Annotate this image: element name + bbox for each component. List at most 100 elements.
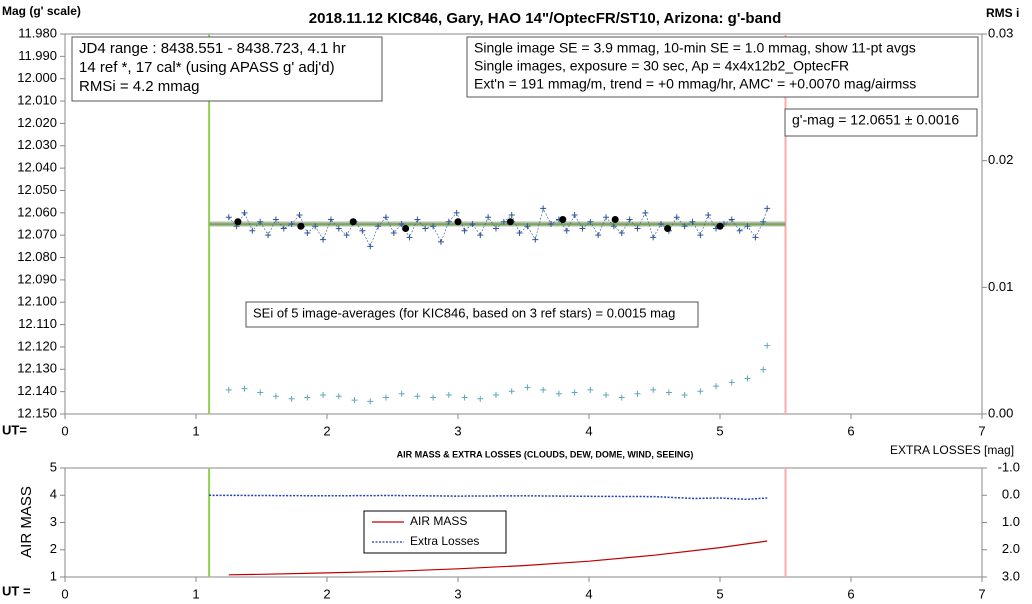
y-tick-label: 12.130	[17, 361, 57, 376]
point	[422, 225, 429, 232]
y-tick-label: 12.060	[17, 204, 57, 219]
point	[728, 379, 735, 386]
point	[485, 214, 492, 221]
series-line	[228, 540, 768, 576]
annotation-text: 14 ref *, 17 cal* (using APASS g' adj'd)	[79, 59, 335, 76]
point	[658, 221, 665, 227]
x-tick-label: 5	[716, 423, 723, 438]
x-axis-label: UT =	[2, 583, 31, 598]
point	[579, 225, 586, 232]
point	[296, 212, 303, 219]
point	[540, 205, 547, 212]
y2-axis-label: RMS i	[986, 6, 1019, 20]
series-line	[228, 207, 768, 248]
point	[320, 236, 327, 243]
point	[297, 222, 305, 230]
y-tick-label: 12.110	[18, 316, 57, 331]
x-tick-label: 5	[716, 586, 723, 601]
point	[611, 216, 619, 224]
y-tick-label: 4	[50, 487, 57, 502]
point	[477, 232, 484, 239]
point	[506, 218, 514, 226]
x-tick-label: 1	[192, 586, 199, 601]
point	[634, 225, 641, 232]
annotation-box	[784, 108, 978, 137]
x-tick-label: 1	[192, 423, 199, 438]
point	[760, 218, 767, 225]
point	[524, 223, 531, 230]
chart-title: AIR MASS & EXTRA LOSSES (CLOUDS, DEW, DO…	[397, 449, 694, 459]
point	[335, 225, 342, 232]
y2-tick-label: 0.03	[988, 25, 1013, 40]
y2-tick-label: 0.00	[988, 405, 1013, 420]
plot-frame	[64, 33, 983, 415]
point	[288, 221, 295, 227]
annotation-text: SEi of 5 image-averages (for KIC846, bas…	[253, 305, 675, 320]
point	[225, 386, 232, 393]
point	[563, 227, 570, 234]
point	[618, 394, 625, 401]
y-tick-label: 12.000	[17, 70, 57, 85]
x-tick-label: 2	[323, 423, 330, 438]
y-tick-label: 5	[50, 459, 57, 474]
point	[664, 224, 672, 232]
point	[736, 227, 743, 234]
point	[461, 394, 468, 401]
point	[492, 392, 499, 398]
point	[390, 229, 397, 236]
x-tick-label: 6	[847, 586, 854, 601]
legend: AIR MASS Extra Losses	[363, 510, 507, 554]
y-tick-label: 11.980	[18, 25, 57, 40]
y-tick-label: 12.120	[17, 338, 57, 353]
y-tick-label: 12.050	[17, 182, 57, 197]
y-tick-label: 11.990	[18, 48, 57, 63]
point	[461, 227, 468, 234]
x-axis-label: UT=	[2, 422, 27, 437]
point	[351, 397, 358, 404]
annotation-box	[466, 36, 979, 98]
point	[406, 234, 413, 241]
chart-title: 2018.11.12 KIC846, Gary, HAO 14"/OptecFR…	[309, 10, 782, 27]
x-tick-label: 3	[454, 423, 461, 438]
point	[280, 225, 287, 232]
point	[516, 229, 523, 236]
annotation-box	[245, 301, 699, 328]
y2-tick-label: -1.0	[998, 459, 1020, 474]
point	[587, 218, 594, 225]
point	[414, 216, 421, 223]
y-tick-label: 12.140	[17, 383, 57, 398]
point	[349, 218, 357, 226]
point	[559, 216, 567, 224]
point	[728, 216, 735, 223]
annotation-text: Single images, exposure = 30 sec, Ap = 4…	[474, 58, 849, 74]
point	[705, 212, 712, 219]
point	[241, 209, 248, 216]
point	[764, 205, 771, 212]
series-line	[209, 494, 768, 501]
annotation-text: Single image SE = 3.9 mmag, 10-min SE = …	[474, 40, 916, 56]
point	[681, 223, 688, 230]
point	[288, 395, 295, 402]
x-tick-label: 4	[585, 423, 592, 438]
point	[367, 398, 374, 405]
point	[689, 218, 696, 225]
point	[500, 218, 507, 225]
point	[571, 212, 578, 219]
y2-axis-label: EXTRA LOSSES [mag]	[890, 443, 1014, 457]
point	[398, 390, 405, 397]
point	[764, 342, 771, 349]
point	[673, 214, 680, 221]
x-tick-label: 7	[978, 423, 985, 438]
y2-tick-label: 0.0	[1002, 487, 1020, 502]
y-tick-label: 3	[50, 514, 57, 529]
point	[524, 384, 531, 391]
y-tick-label: 12.020	[17, 115, 57, 130]
annotation-text: Ext'n = 191 mmag/m, trend = +0 mmag/hr, …	[474, 76, 916, 92]
y-tick-label: 12.010	[17, 92, 57, 107]
point	[555, 390, 562, 397]
y-tick-label: 12.040	[17, 160, 57, 175]
y-tick-label: 12.150	[17, 405, 57, 420]
point	[713, 383, 720, 390]
point	[445, 218, 452, 225]
